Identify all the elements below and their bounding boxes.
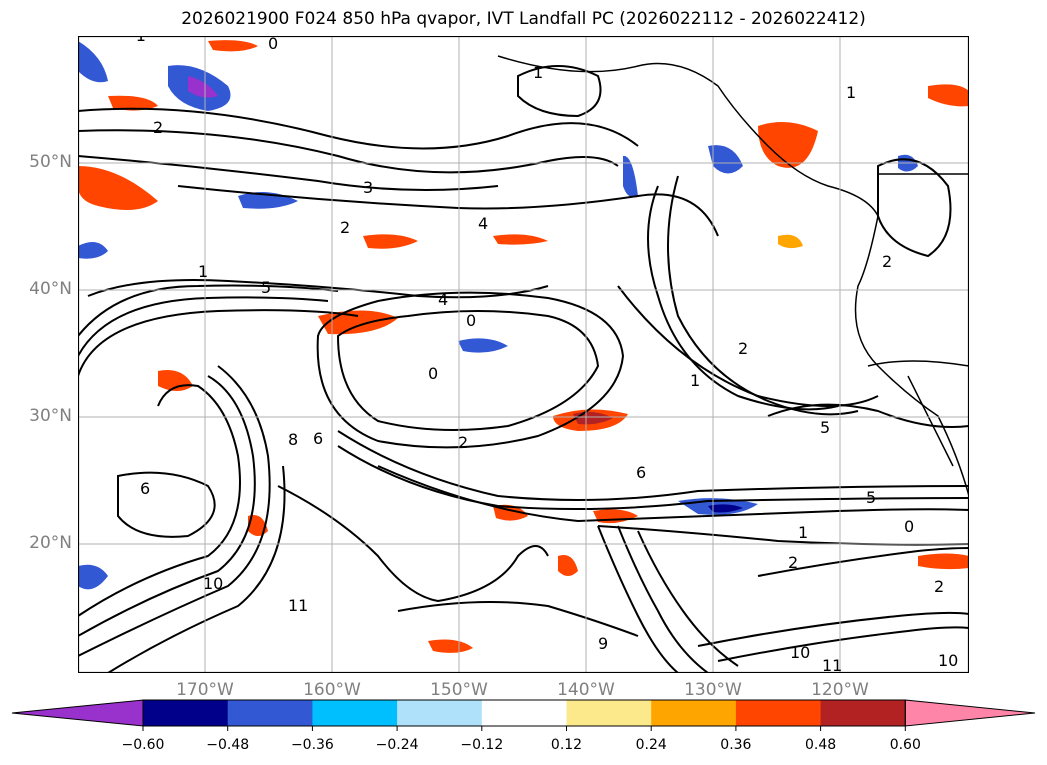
colorbar-tick-label: −0.24 [375,737,419,753]
colorbar [11,699,1036,731]
contour-label: 2 [458,433,468,452]
contour-label: 4 [478,214,488,233]
contour-label: 2 [340,218,350,237]
contour-label: 6 [636,463,646,482]
colorbar-swatch [735,700,822,726]
contour-label: 0 [428,364,438,383]
contour-label: 2 [153,118,163,137]
coastline [497,55,969,497]
colorbar-swatch [481,700,567,726]
colorbar-extend-low [11,699,144,727]
contour-label: -1 [130,36,146,45]
colorbar-tick-label: −0.60 [121,737,165,753]
contour-label: 2 [934,577,944,596]
shaded-anomaly-field [78,40,969,653]
map-plot-area: 0 2 3 2 4 4 0 0 2 6 6 6 10 11 2 1 5 5 1 … [78,36,969,673]
lat-label: 40°N [29,279,72,299]
contour-label: 1 [533,63,543,82]
lat-label: 30°N [29,406,72,426]
contour-label: 11 [822,656,842,673]
contour-label: 5 [820,418,830,437]
colorbar-swatch [397,700,483,726]
lon-label: 140°W [557,680,615,700]
contour-label: 0 [466,311,476,330]
contour-label: 4 [438,290,448,309]
contour-label: 1 [846,83,856,102]
contour-label: 9 [598,634,608,653]
contour-label: 10 [790,643,810,662]
colorbar-tick-label: −0.12 [460,737,504,753]
contour-label: 1 [690,371,700,390]
colorbar-frame [142,699,906,727]
colorbar-tick-label: 0.48 [805,737,837,753]
lat-lon-grid [78,36,969,673]
contour-label: 1 [798,523,808,542]
colorbar-tick-label: −0.36 [290,737,334,753]
contour-label: 5 [866,488,876,507]
colorbar-swatch [312,700,398,726]
contour-label: 5 [261,278,271,297]
colorbar-swatch [651,700,737,726]
contour-label: 2 [738,339,748,358]
lon-label: 130°W [684,680,742,700]
contour-value-labels: 0 2 3 2 4 4 0 0 2 6 6 6 10 11 2 1 5 5 1 … [130,36,958,673]
colorbar-swatch [143,700,229,726]
colorbar-swatch [566,700,652,726]
lat-label: 50°N [29,152,72,172]
colorbar-swatches [11,699,1036,731]
contour-label: 10 [938,651,958,670]
contour-label: 10 [203,574,223,593]
lon-label: 170°W [176,680,234,700]
contour-label: 6 [140,479,150,498]
contour-label: 2 [788,553,798,572]
contour-label: 11 [288,596,308,615]
contour-label: 8 [288,430,298,449]
contour-label: 2 [882,252,892,271]
colorbar-tick-label: 0.36 [720,737,752,753]
map-frame [78,36,969,673]
colorbar-swatch [820,700,906,726]
contour-label: 3 [363,178,373,197]
lon-label: 160°W [303,680,361,700]
lat-label: 20°N [29,533,72,553]
colorbar-extend-high [904,699,1036,727]
map-title: 2026021900 F024 850 hPa qvapor, IVT Land… [181,9,866,29]
contour-label: 0 [268,36,278,53]
contour-lines [78,65,969,673]
contour-label: 1 [198,262,208,281]
colorbar-tick-label: 0.60 [889,737,921,753]
colorbar-swatch [227,700,313,726]
contour-label: 0 [904,517,914,536]
lon-label: 120°W [811,680,869,700]
colorbar-tick-label: 0.24 [635,737,667,753]
colorbar-tick-label: −0.48 [206,737,250,753]
colorbar-tick-label: 0.12 [550,737,583,753]
lon-label: 150°W [430,680,488,700]
contour-label: 6 [313,429,323,448]
